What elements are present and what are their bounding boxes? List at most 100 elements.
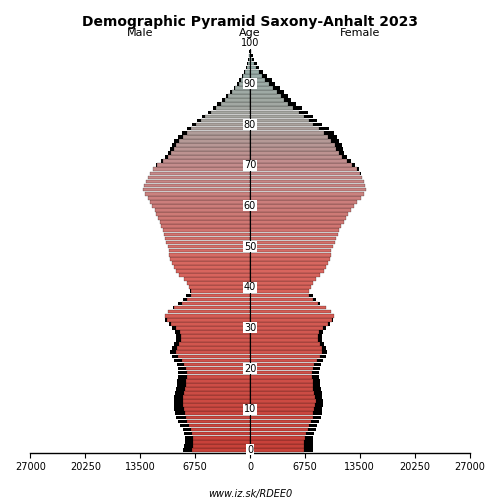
Bar <box>250 383 312 386</box>
Bar <box>250 212 348 216</box>
Text: www.iz.sk/RDEE0: www.iz.sk/RDEE0 <box>208 490 292 500</box>
Bar <box>241 78 250 82</box>
Bar <box>250 200 352 203</box>
Bar <box>188 420 250 424</box>
Bar <box>172 261 250 264</box>
Text: Female: Female <box>340 28 380 38</box>
Bar <box>240 78 250 82</box>
Bar <box>176 387 250 391</box>
Bar <box>180 139 250 142</box>
Bar <box>250 322 330 326</box>
Bar <box>250 122 314 126</box>
Bar <box>166 236 250 240</box>
Bar <box>250 106 293 110</box>
Bar <box>156 208 250 212</box>
Bar <box>250 387 314 391</box>
Bar <box>250 424 318 428</box>
Bar <box>250 249 328 252</box>
Bar <box>250 168 356 171</box>
Bar <box>172 354 250 358</box>
Bar <box>250 371 312 374</box>
Bar <box>250 420 319 424</box>
Bar <box>250 70 258 73</box>
Bar <box>250 318 332 322</box>
Bar <box>250 58 252 62</box>
Bar <box>170 257 250 260</box>
Bar <box>250 362 314 366</box>
Bar <box>250 200 358 203</box>
Bar <box>250 322 328 326</box>
Text: Age: Age <box>239 28 261 38</box>
Bar <box>250 127 329 130</box>
Bar <box>250 180 364 184</box>
Bar <box>186 375 250 378</box>
Bar <box>193 440 250 444</box>
Bar <box>180 424 250 428</box>
Bar <box>184 391 250 395</box>
Bar <box>184 404 250 407</box>
Bar <box>153 168 250 171</box>
Bar <box>250 54 252 57</box>
Bar <box>172 257 250 260</box>
Bar <box>250 131 324 134</box>
Text: 40: 40 <box>244 282 256 292</box>
Bar <box>250 70 263 73</box>
Bar <box>250 358 323 362</box>
Bar <box>190 428 250 432</box>
Bar <box>184 444 250 448</box>
Bar <box>170 249 250 252</box>
Bar <box>182 302 250 306</box>
Bar <box>144 184 250 188</box>
Bar <box>184 440 250 444</box>
Bar <box>186 131 250 134</box>
Bar <box>158 164 250 167</box>
Bar <box>236 86 250 90</box>
Bar <box>150 172 250 175</box>
Bar <box>250 432 314 436</box>
Bar <box>212 106 250 110</box>
Bar <box>250 269 320 273</box>
Bar <box>250 408 322 411</box>
Bar <box>248 62 250 66</box>
Bar <box>182 273 250 277</box>
Bar <box>174 306 250 310</box>
Bar <box>250 66 256 70</box>
Bar <box>174 139 250 142</box>
Bar <box>250 448 304 452</box>
Bar <box>250 314 334 318</box>
Bar <box>250 74 267 78</box>
Bar <box>176 269 250 273</box>
Bar <box>250 147 342 151</box>
Bar <box>201 118 250 122</box>
Bar <box>250 367 312 370</box>
Bar <box>186 379 250 382</box>
Bar <box>250 228 340 232</box>
Bar <box>250 118 308 122</box>
Bar <box>153 168 250 171</box>
Bar <box>178 375 250 378</box>
Text: 20: 20 <box>244 364 256 374</box>
Bar <box>250 151 344 155</box>
Bar <box>168 310 250 314</box>
Bar <box>250 342 320 346</box>
Bar <box>250 294 312 297</box>
Bar <box>175 391 250 395</box>
Bar <box>250 404 323 407</box>
Bar <box>220 102 250 106</box>
Bar <box>250 273 320 277</box>
Bar <box>250 412 314 415</box>
Bar <box>250 224 341 228</box>
Bar <box>218 102 250 106</box>
Bar <box>250 180 360 184</box>
Bar <box>168 322 250 326</box>
Bar <box>164 228 250 232</box>
Bar <box>250 114 304 118</box>
Bar <box>184 278 250 281</box>
Bar <box>170 253 250 256</box>
Text: 10: 10 <box>244 404 256 414</box>
Bar <box>186 278 250 281</box>
Bar <box>250 78 272 82</box>
Bar <box>211 110 250 114</box>
Bar <box>250 261 328 264</box>
Bar <box>172 143 250 146</box>
